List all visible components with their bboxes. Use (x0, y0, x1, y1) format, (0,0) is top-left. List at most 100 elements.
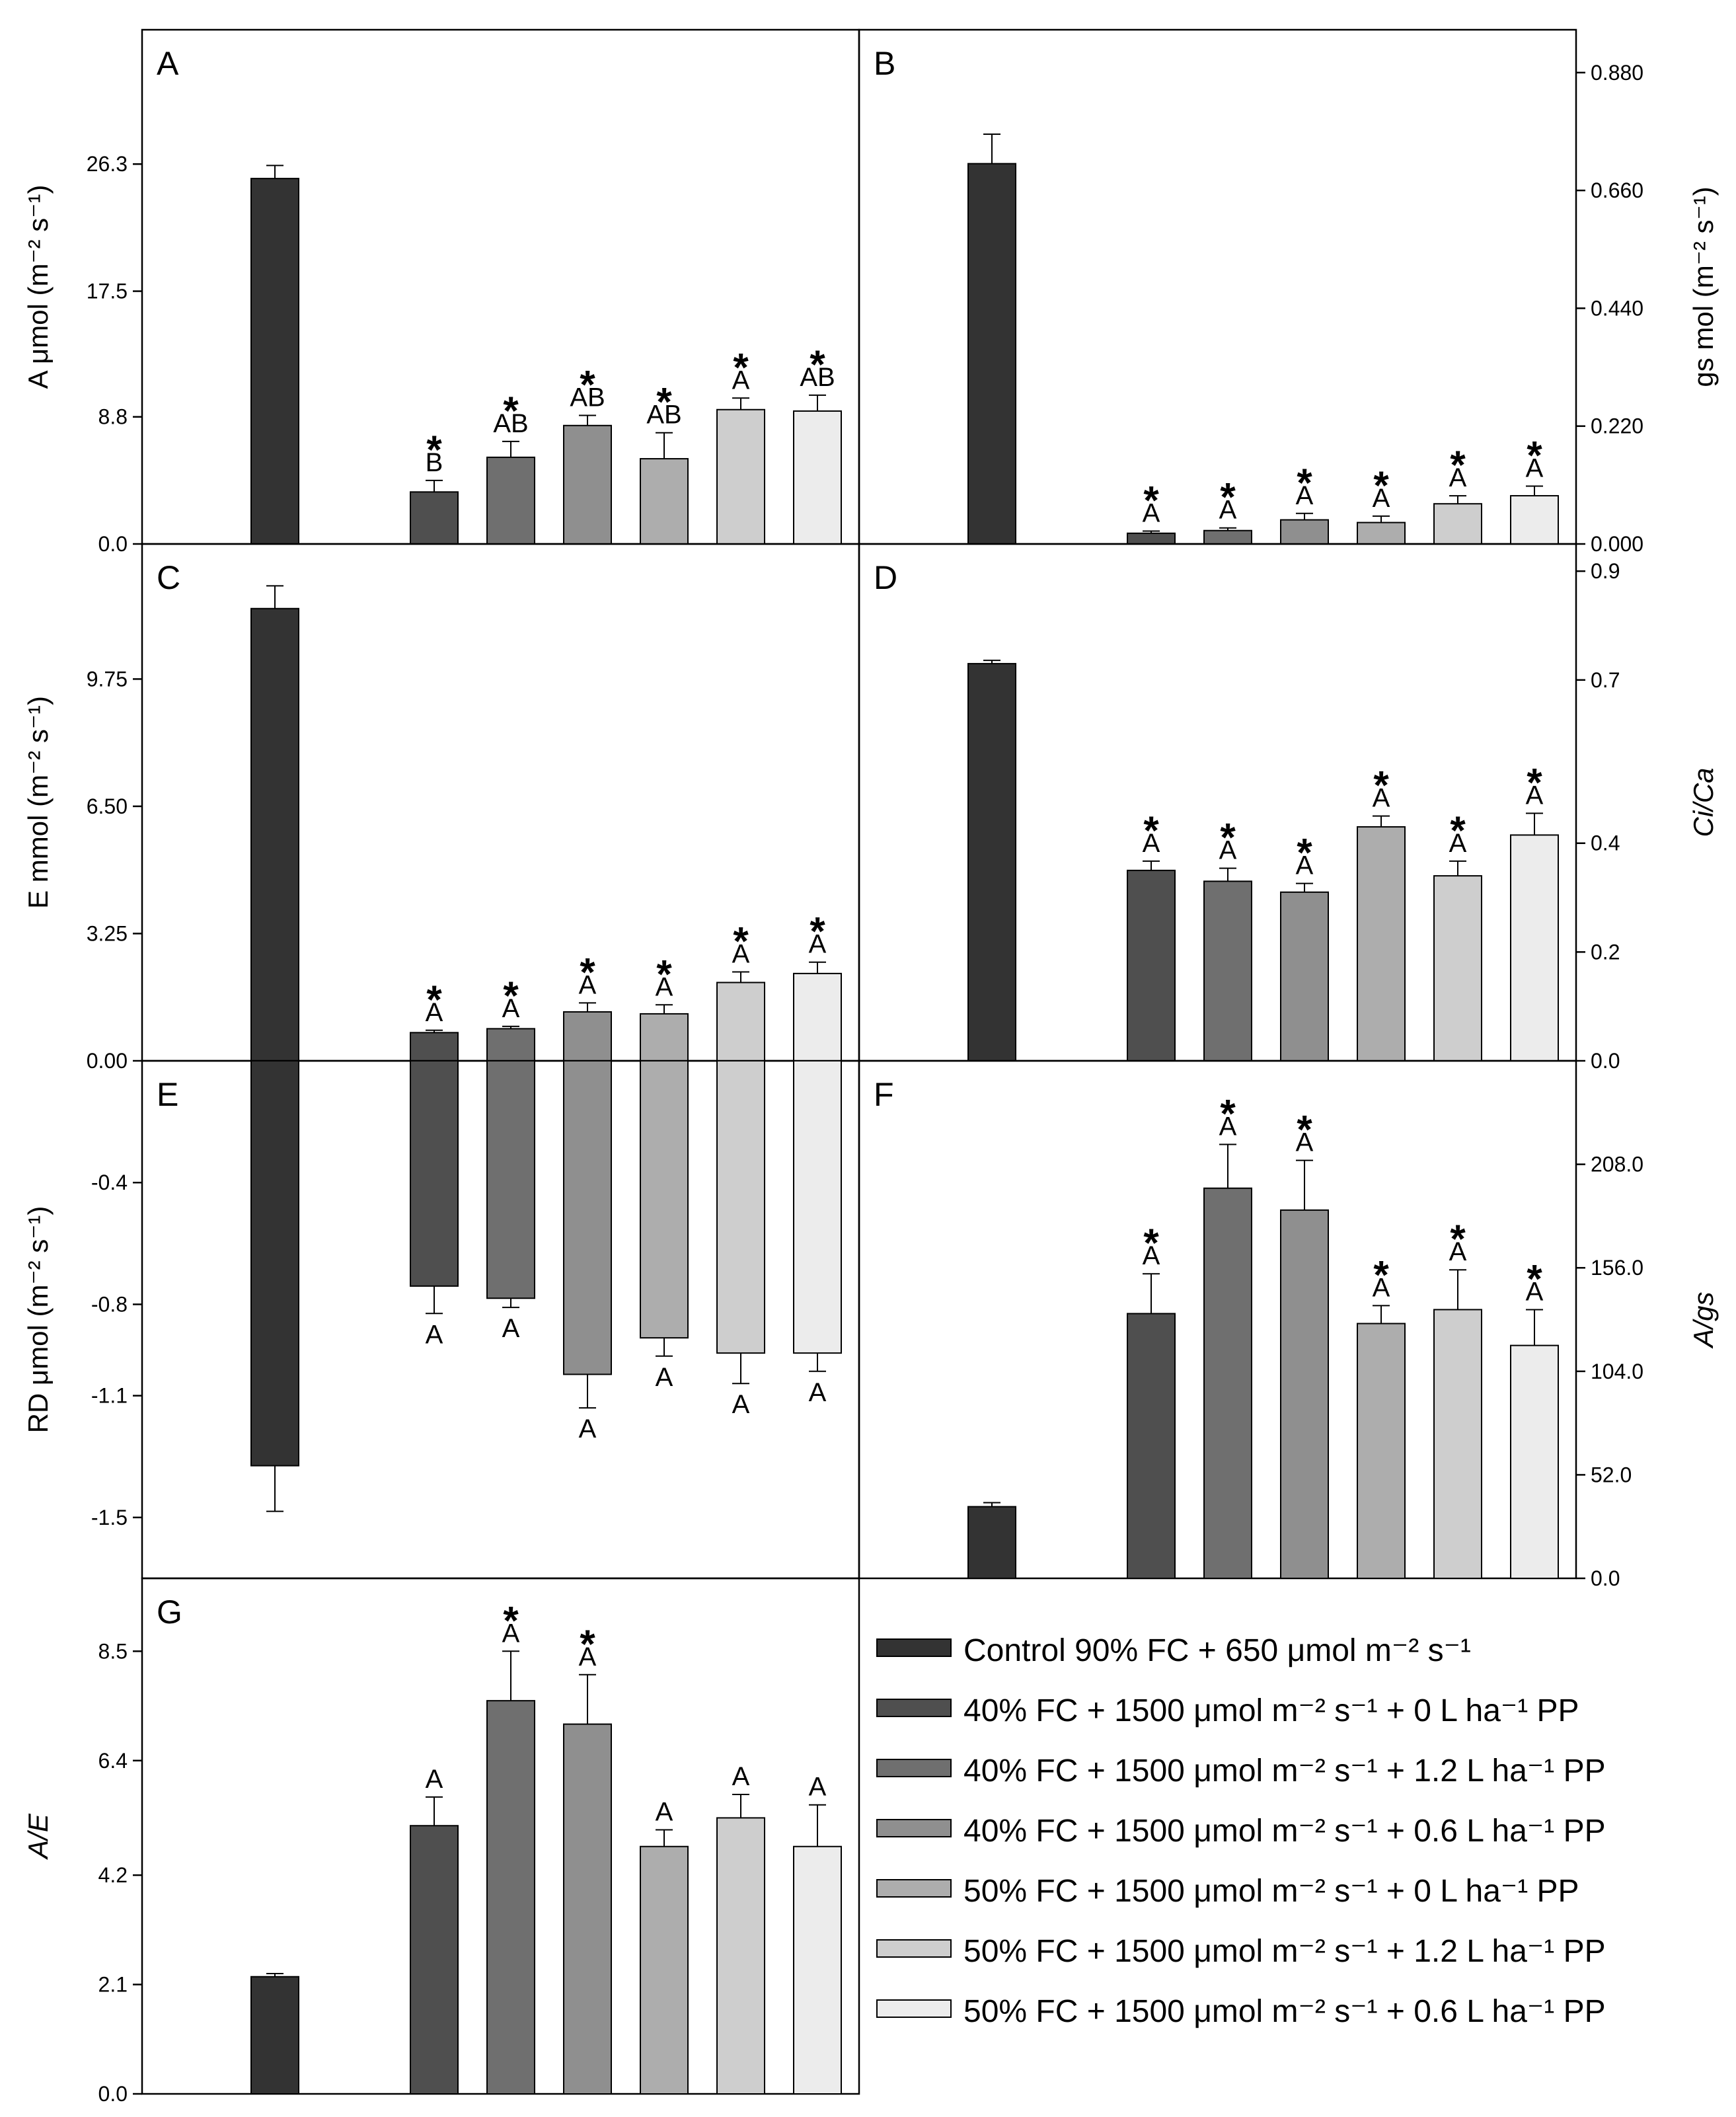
significance-letter: A (1449, 1237, 1467, 1266)
panel-A: 0.08.817.526.3A μmol (m⁻² s⁻¹)AB*AB* AB*A… (22, 28, 860, 556)
y-tick-label: 8.5 (98, 1639, 128, 1663)
significance-letter: A (809, 930, 827, 959)
significance-star: * (1143, 1221, 1159, 1265)
panel-E: -1.5 -1.1 -0.8 -0.4 RD μmol (m⁻² s⁻¹) E A A A A A A (22, 1059, 860, 1580)
significance-letter: A (1296, 1128, 1314, 1157)
panel-label: D (874, 559, 897, 596)
bar (1127, 869, 1176, 1062)
significance-star: * (1450, 808, 1466, 853)
significance-star: * (503, 974, 519, 1018)
significance-star: * (656, 380, 672, 424)
significance-letter: AB (646, 401, 681, 430)
bar (1280, 891, 1329, 1061)
bar (793, 972, 842, 1062)
panel-label: A (157, 45, 179, 82)
significance-letter: A (656, 1798, 673, 1827)
bar (1433, 1309, 1482, 1579)
significance-star: * (733, 345, 749, 389)
bar (1280, 1209, 1329, 1579)
significance-star: * (810, 909, 825, 954)
significance-letter: A (1143, 829, 1160, 858)
bar (410, 1825, 459, 2095)
legend-item: 40% FC + 1500 μmol m⁻² s⁻¹ + 1.2 L ha⁻¹ … (876, 1753, 1606, 1789)
legend-label: 40% FC + 1500 μmol m⁻² s⁻¹ + 0 L ha⁻¹ PP (963, 1693, 1579, 1728)
bar (716, 408, 765, 545)
y-tick-label: 6.50 (87, 794, 128, 818)
bar (1357, 826, 1406, 1061)
y-tick-label: 156.0 (1591, 1256, 1643, 1280)
y-axis-label: A μmol (m⁻² s⁻¹) (22, 185, 54, 389)
legend-swatch (876, 1999, 952, 2018)
significance-star: * (1220, 1091, 1236, 1135)
bar (410, 1060, 459, 1287)
significance-letter: A (656, 1363, 673, 1392)
significance-letter: A (1143, 499, 1160, 528)
y-tick-label: 104.0 (1591, 1360, 1643, 1383)
significance-star: * (426, 978, 442, 1022)
panel-label: E (157, 1076, 178, 1113)
significance-star: * (1527, 433, 1542, 477)
bar (486, 456, 535, 545)
y-tick-label: 0.00 (87, 1049, 128, 1073)
y-tick-label: 17.5 (87, 280, 128, 303)
bar (1433, 875, 1482, 1062)
significance-letter: A (426, 998, 443, 1027)
significance-letter: AB (493, 409, 528, 438)
y-axis-label: RD μmol (m⁻² s⁻¹) (22, 1206, 54, 1434)
y-tick-label: 4.2 (98, 1863, 128, 1887)
significance-letter: A (1373, 484, 1390, 513)
significance-letter: A (579, 970, 597, 999)
y-tick-label: 0.660 (1591, 178, 1643, 202)
significance-star: * (1143, 808, 1159, 853)
bar (250, 1060, 299, 1467)
legend-swatch (876, 1638, 952, 1657)
y-tick-label: 0.0 (1591, 1049, 1620, 1073)
bar (640, 458, 689, 545)
significance-star: * (580, 1622, 595, 1666)
y-axis-label: A/E (22, 1813, 54, 1861)
legend-label: 50% FC + 1500 μmol m⁻² s⁻¹ + 0 L ha⁻¹ PP (963, 1874, 1579, 1909)
bar (410, 491, 459, 545)
legend-label: 50% FC + 1500 μmol m⁻² s⁻¹ + 0.6 L ha⁻¹ … (963, 1994, 1606, 2029)
significance-letter: A (1526, 1277, 1544, 1306)
significance-letter: A (1219, 836, 1237, 865)
bar (563, 1723, 612, 2095)
significance-star: * (1220, 475, 1236, 520)
significance-star: * (1297, 1108, 1312, 1152)
significance-letter: A (1449, 829, 1467, 858)
y-tick-label: 6.4 (98, 1749, 128, 1773)
bar (1203, 529, 1252, 545)
bar (250, 1976, 299, 2095)
panels: 0.08.817.526.3A μmol (m⁻² s⁻¹)AB*AB* AB*A… (22, 28, 1719, 2106)
y-tick-label: -0.8 (91, 1292, 128, 1316)
significance-star: * (1373, 763, 1389, 808)
significance-star: * (1220, 816, 1236, 860)
legend-label: 50% FC + 1500 μmol m⁻² s⁻¹ + 1.2 L ha⁻¹ … (963, 1934, 1606, 1969)
significance-letter: A (732, 366, 750, 395)
legend-item: 50% FC + 1500 μmol m⁻² s⁻¹ + 0 L ha⁻¹ PP (876, 1874, 1579, 1909)
bar (967, 163, 1016, 545)
bar (1510, 1344, 1559, 1580)
panel-C: 0.003.256.509.75E mmol (m⁻² s⁻¹)CA* A* A* A… (22, 543, 860, 1073)
y-tick-label: 0.0 (98, 2082, 128, 2106)
legend-swatch (876, 1759, 952, 1777)
y-tick-label: 0.440 (1591, 296, 1643, 320)
significance-star: * (1450, 443, 1466, 487)
significance-letter: A (502, 1314, 520, 1343)
significance-star: * (580, 363, 595, 407)
bar (410, 1032, 459, 1062)
legend: Control 90% FC + 650 μmol m⁻² s⁻¹ 40% FC … (876, 1633, 1606, 2029)
bar (793, 410, 842, 545)
significance-letter: A (426, 1765, 443, 1794)
significance-star: * (1143, 479, 1159, 523)
significance-letter: A (579, 1414, 597, 1443)
y-tick-label: 0.2 (1591, 940, 1620, 964)
bar (1203, 1187, 1252, 1579)
significance-star: * (1527, 760, 1542, 804)
bar (967, 1506, 1016, 1580)
y-tick-label: 0.7 (1591, 668, 1620, 692)
y-tick-label: 0.4 (1591, 831, 1620, 855)
significance-star: * (580, 950, 595, 994)
